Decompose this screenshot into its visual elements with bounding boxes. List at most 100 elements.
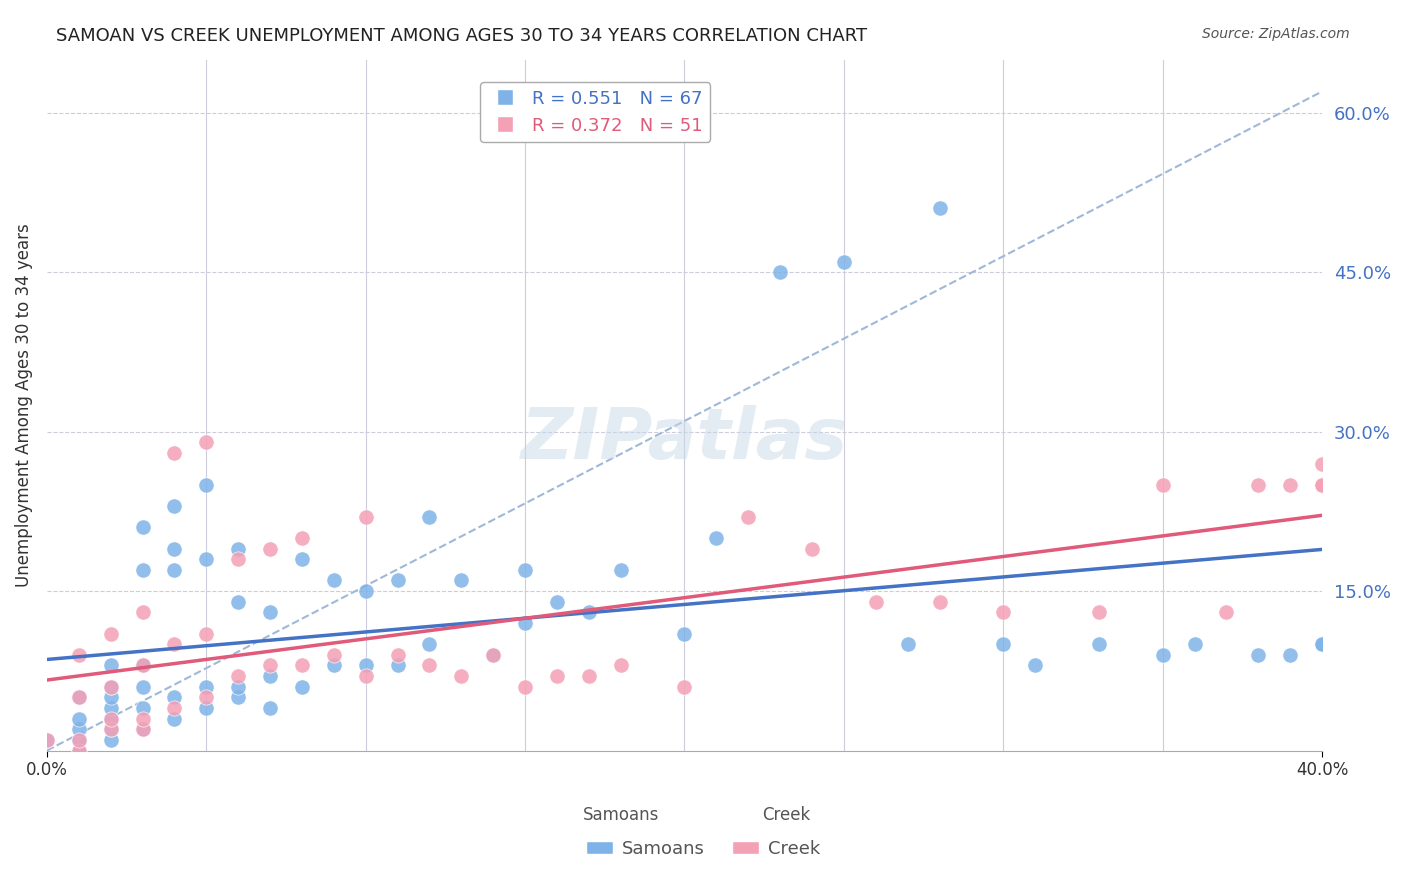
Point: [195, 435, 218, 450]
Point: [354, 509, 377, 524]
Point: [993, 605, 1015, 619]
Text: SAMOAN VS CREEK UNEMPLOYMENT AMONG AGES 30 TO 34 YEARS CORRELATION CHART: SAMOAN VS CREEK UNEMPLOYMENT AMONG AGES …: [56, 27, 868, 45]
Point: [67, 732, 90, 747]
Point: [291, 680, 314, 694]
Point: [418, 658, 440, 673]
Point: [163, 499, 186, 513]
Point: [1310, 477, 1333, 491]
Text: Samoans: Samoans: [582, 805, 659, 824]
Point: [163, 690, 186, 705]
Point: [100, 712, 122, 726]
Point: [195, 552, 218, 566]
Point: [801, 541, 824, 556]
Point: [131, 658, 153, 673]
Point: [195, 477, 218, 491]
Point: [513, 563, 536, 577]
Point: [131, 605, 153, 619]
Text: Source: ZipAtlas.com: Source: ZipAtlas.com: [1202, 27, 1350, 41]
Point: [100, 732, 122, 747]
Point: [259, 541, 281, 556]
Point: [226, 552, 249, 566]
Point: [291, 658, 314, 673]
Point: [513, 680, 536, 694]
Point: [67, 712, 90, 726]
Point: [100, 680, 122, 694]
Point: [131, 701, 153, 715]
Point: [387, 658, 409, 673]
Point: [67, 690, 90, 705]
Legend: Samoans, Creek: Samoans, Creek: [578, 833, 828, 865]
Point: [546, 595, 568, 609]
Point: [35, 732, 58, 747]
Point: [322, 648, 344, 662]
Point: [195, 680, 218, 694]
Point: [259, 701, 281, 715]
Point: [450, 574, 472, 588]
Point: [67, 743, 90, 757]
Point: [163, 563, 186, 577]
Point: [673, 626, 696, 640]
Point: [131, 723, 153, 737]
Point: [1310, 637, 1333, 651]
Point: [769, 265, 792, 279]
Point: [163, 541, 186, 556]
Point: [100, 723, 122, 737]
Point: [578, 605, 600, 619]
Point: [259, 669, 281, 683]
Point: [1247, 477, 1270, 491]
Point: [418, 637, 440, 651]
Point: [1088, 637, 1111, 651]
Point: [226, 680, 249, 694]
Point: [131, 563, 153, 577]
Point: [737, 509, 759, 524]
Point: [482, 648, 505, 662]
Point: [993, 637, 1015, 651]
Point: [226, 595, 249, 609]
Point: [226, 690, 249, 705]
Point: [1184, 637, 1206, 651]
Point: [291, 531, 314, 545]
Point: [387, 648, 409, 662]
Point: [322, 574, 344, 588]
Point: [1310, 457, 1333, 471]
Point: [163, 446, 186, 460]
Point: [100, 690, 122, 705]
Point: [354, 669, 377, 683]
Point: [482, 648, 505, 662]
Point: [1088, 605, 1111, 619]
Point: [67, 723, 90, 737]
Point: [163, 637, 186, 651]
Point: [322, 658, 344, 673]
Point: [35, 732, 58, 747]
Point: [1279, 648, 1302, 662]
Point: [67, 690, 90, 705]
Point: [259, 658, 281, 673]
Point: [131, 680, 153, 694]
Point: [100, 723, 122, 737]
Point: [1310, 477, 1333, 491]
Point: [546, 669, 568, 683]
Point: [354, 584, 377, 599]
Point: [609, 563, 631, 577]
Point: [131, 658, 153, 673]
Point: [131, 723, 153, 737]
Point: [706, 531, 728, 545]
Y-axis label: Unemployment Among Ages 30 to 34 years: Unemployment Among Ages 30 to 34 years: [15, 223, 32, 587]
Point: [259, 605, 281, 619]
Point: [100, 680, 122, 694]
Point: [1152, 477, 1174, 491]
Text: ZIPatlas: ZIPatlas: [520, 405, 848, 475]
Point: [131, 712, 153, 726]
Point: [354, 658, 377, 673]
Point: [291, 552, 314, 566]
Point: [1152, 648, 1174, 662]
Point: [928, 202, 950, 216]
Point: [195, 626, 218, 640]
Point: [163, 712, 186, 726]
Point: [100, 658, 122, 673]
Point: [226, 541, 249, 556]
Text: Creek: Creek: [762, 805, 811, 824]
Point: [1215, 605, 1237, 619]
Point: [1279, 477, 1302, 491]
Point: [865, 595, 887, 609]
